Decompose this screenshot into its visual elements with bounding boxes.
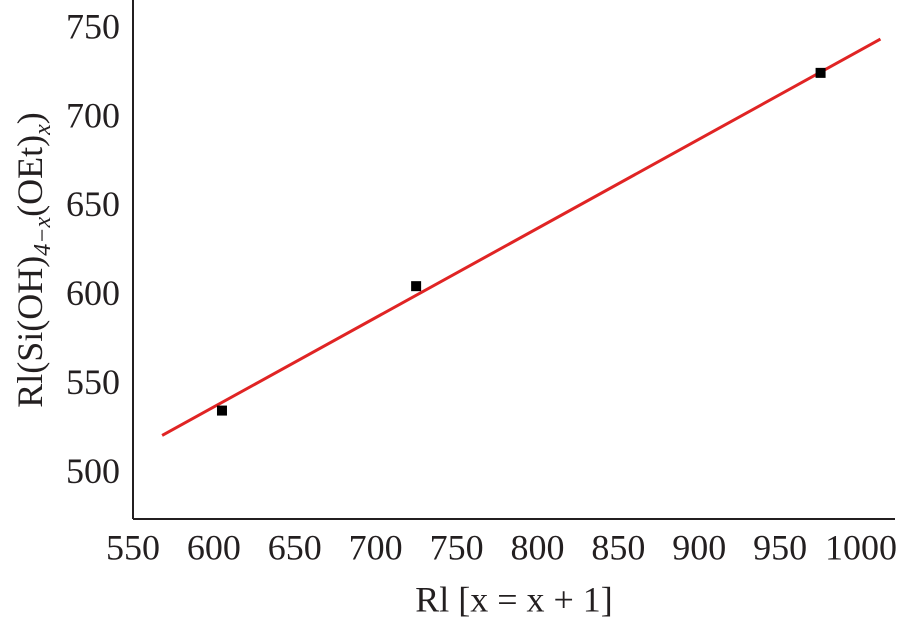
- y-label-sub: x: [30, 124, 56, 136]
- data-point: [216, 405, 227, 416]
- y-label-part: Rl(Si(OH): [10, 256, 50, 408]
- fit-line: [161, 37, 882, 437]
- y-label-sub: 4−x: [30, 217, 56, 256]
- y-label-part: ): [10, 112, 50, 124]
- x-tick-label: 700: [349, 527, 403, 567]
- x-tick-label: 1000: [825, 527, 897, 567]
- x-tick-label: 850: [591, 527, 645, 567]
- x-tick-label: 900: [672, 527, 726, 567]
- x-tick-label: 950: [753, 527, 807, 567]
- y-tick-label: 550: [66, 362, 120, 402]
- x-tick-label: 750: [430, 527, 484, 567]
- x-tick-label: 800: [510, 527, 564, 567]
- data-point: [411, 281, 422, 292]
- data-point: [815, 67, 826, 78]
- y-tick-label: 500: [66, 451, 120, 491]
- x-tick-label: 600: [187, 527, 241, 567]
- x-tick-label: 550: [106, 527, 160, 567]
- y-label-part: (OEt): [10, 135, 50, 217]
- y-tick-label: 650: [66, 184, 120, 224]
- x-tick-label: 650: [268, 527, 322, 567]
- y-tick-label: 750: [66, 6, 120, 46]
- y-axis-label: Rl(Si(OH)4−x(OEt)x): [10, 112, 55, 407]
- y-tick-label: 700: [66, 95, 120, 135]
- x-axis-label: Rl [x = x + 1]: [415, 579, 613, 619]
- y-tick-label: 600: [66, 273, 120, 313]
